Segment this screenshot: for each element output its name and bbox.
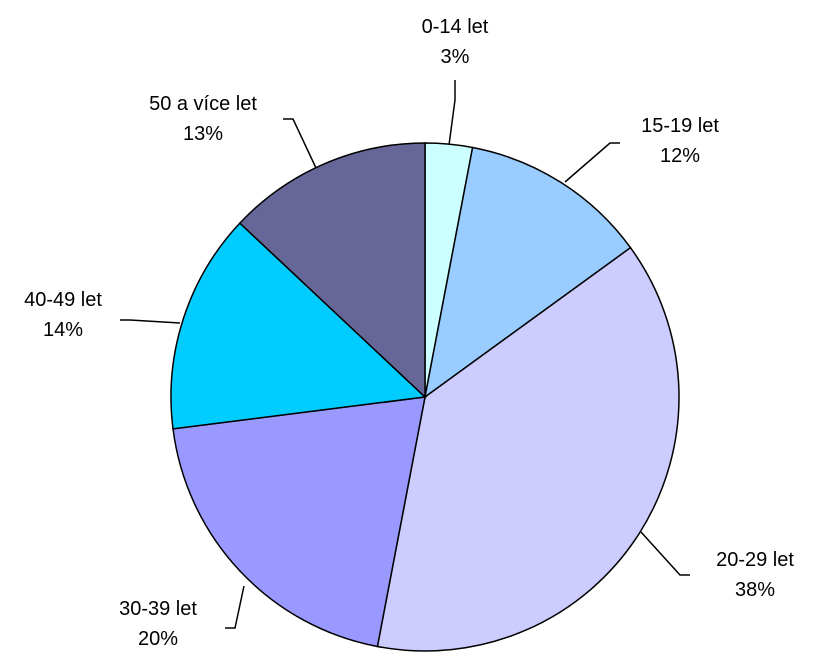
leader-line-30-39-let — [225, 585, 245, 629]
slice-label-name: 50 a více let — [149, 93, 257, 115]
slice-label-name: 20-29 let — [716, 549, 794, 571]
slice-50-a-vice-let — [238, 142, 426, 399]
slice-40-49-let — [170, 222, 427, 430]
slice-label-name: 40-49 let — [24, 289, 102, 311]
slice-label-percent: 38% — [735, 579, 775, 601]
leader-line-20-29-let — [640, 531, 690, 576]
slice-20-29-let — [376, 246, 680, 652]
slice-label-name: 0-14 let — [422, 16, 489, 38]
slice-15-19-let — [423, 146, 632, 399]
pie-slices — [170, 142, 680, 652]
leader-line-0-14-let — [448, 80, 456, 146]
slice-label-percent: 20% — [138, 628, 178, 650]
leader-line-15-19-let — [564, 142, 620, 183]
leader-line-40-49-let — [120, 319, 181, 324]
slice-label-name: 15-19 let — [641, 115, 719, 137]
slice-labels: 0-14 let 3% 15-19 let 12% 20-29 let 38% 30-39 … — [24, 16, 794, 650]
leader-lines — [120, 80, 690, 629]
slice-label-percent: 12% — [660, 145, 700, 167]
slice-label-name: 30-39 let — [119, 598, 197, 620]
slice-label-percent: 3% — [441, 46, 470, 68]
slice-label-percent: 14% — [43, 319, 83, 341]
slice-30-39-let — [172, 396, 426, 648]
leader-line-50-a-vice-let — [283, 118, 317, 169]
slice-label-percent: 13% — [183, 123, 223, 145]
